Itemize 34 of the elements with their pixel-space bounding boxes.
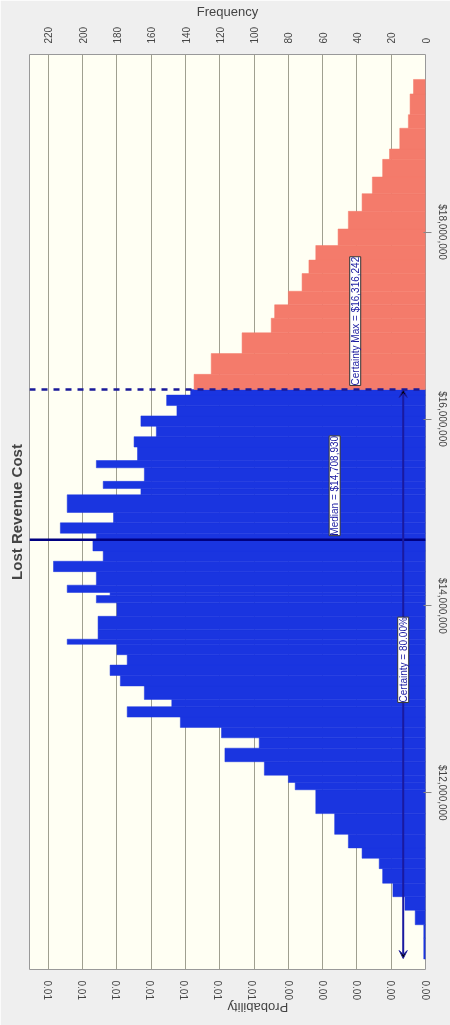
x2-tick-label: 0.00 xyxy=(419,980,431,1001)
x2-tick-label: 0.00 xyxy=(385,980,397,1001)
ref-line-label: Certainty Max = $16,316,242 xyxy=(349,256,361,386)
x-tick-label: 20 xyxy=(386,31,398,44)
y-tick-label: $14,000,000 xyxy=(436,578,448,635)
x2-tick-label: 0.01 xyxy=(246,980,258,1001)
y-tick-label: $16,000,000 xyxy=(436,391,448,448)
x2-tick-label: 0.01 xyxy=(110,980,122,1001)
ref-line-label: Median = $14,708,930 xyxy=(329,435,341,536)
x-tick-label: 160 xyxy=(146,26,158,44)
x-tick-label: 0 xyxy=(420,37,432,44)
x-tick-label: 140 xyxy=(180,26,192,44)
x2-tick-label: 0.01 xyxy=(212,980,224,1001)
y-tick-label: $18,000,000 xyxy=(436,204,448,261)
x-tick-label: 40 xyxy=(351,31,363,44)
x2-axis-title: Probability xyxy=(227,1000,289,1016)
x-tick-label: 100 xyxy=(249,26,261,44)
x2-tick-label: 0.01 xyxy=(76,980,88,1001)
annotation: Certainty = 80.00% xyxy=(397,617,409,703)
x2-tick-label: 0.01 xyxy=(42,980,54,1001)
y-tick-label: $12,000,000 xyxy=(436,765,448,822)
x-tick-label: 120 xyxy=(214,26,226,44)
x-tick-label: 200 xyxy=(77,26,89,44)
x-tick-label: 220 xyxy=(43,26,55,44)
x2-tick-label: 0.01 xyxy=(144,980,156,1001)
x2-tick-label: 0.00 xyxy=(351,980,363,1001)
x2-tick-label: 0.00 xyxy=(317,980,329,1001)
x-tick-label: 60 xyxy=(317,31,329,44)
x-tick-label: 80 xyxy=(283,31,295,44)
x-axis-title: Frequency xyxy=(196,3,259,19)
text: Lost Revenue Cost xyxy=(7,444,25,580)
x2-tick-label: 0.00 xyxy=(283,980,295,1001)
x2-tick-label: 0.01 xyxy=(178,980,190,1001)
x-tick-label: 180 xyxy=(111,26,123,44)
